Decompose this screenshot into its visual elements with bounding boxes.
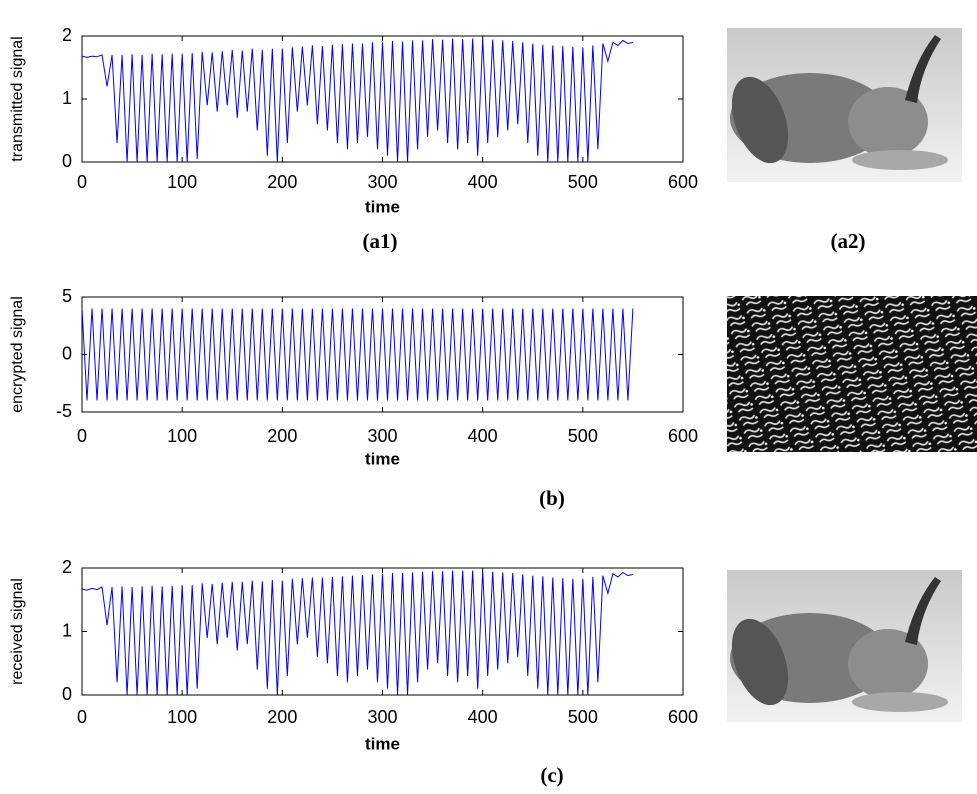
y-axis-label: transmitted signal: [9, 36, 26, 161]
signal-line: [81, 308, 634, 401]
x-tick-label: 500: [568, 172, 598, 192]
x-tick-label: 600: [668, 172, 698, 192]
x-tick-label: 0: [77, 172, 87, 192]
y-tick-label: -5: [56, 401, 72, 421]
x-tick-label: 600: [668, 426, 698, 446]
x-tick-label: 100: [167, 172, 197, 192]
y-tick-label: 1: [62, 620, 72, 640]
x-tick-label: 300: [367, 426, 397, 446]
signal-line: [81, 38, 634, 163]
x-tick-label: 500: [568, 707, 598, 727]
x-tick-label: 500: [568, 426, 598, 446]
image-rabbit-cat: [727, 28, 962, 182]
image-encrypted: [727, 296, 977, 452]
x-tick-label: 300: [367, 172, 397, 192]
x-tick-label: 600: [668, 707, 698, 727]
x-axis-label: time: [365, 197, 400, 216]
y-tick-label: 5: [62, 286, 72, 306]
image-caption: (a2): [831, 229, 866, 253]
caption: (b): [539, 486, 565, 510]
x-axis-label: time: [365, 734, 400, 753]
x-tick-label: 400: [468, 426, 498, 446]
y-tick-label: 1: [62, 88, 72, 108]
x-tick-label: 0: [77, 707, 87, 727]
caption: (c): [540, 763, 563, 787]
y-axis-label: received signal: [9, 578, 26, 685]
x-tick-label: 300: [367, 707, 397, 727]
x-tick-label: 400: [468, 707, 498, 727]
x-tick-label: 200: [267, 426, 297, 446]
x-axis-label: time: [365, 449, 400, 468]
y-axis-label: encrypted signal: [9, 296, 26, 413]
caption: (a1): [363, 229, 398, 253]
signal-line: [81, 570, 634, 696]
y-tick-label: 2: [62, 25, 72, 45]
y-tick-label: 0: [62, 151, 72, 171]
image-rabbit-cat-received: [727, 570, 962, 722]
y-tick-label: 0: [62, 343, 72, 363]
y-tick-label: 2: [62, 557, 72, 577]
x-tick-label: 100: [167, 707, 197, 727]
x-tick-label: 100: [167, 426, 197, 446]
x-tick-label: 0: [77, 426, 87, 446]
x-tick-label: 200: [267, 172, 297, 192]
x-tick-label: 200: [267, 707, 297, 727]
y-tick-label: 0: [62, 684, 72, 704]
x-tick-label: 400: [468, 172, 498, 192]
